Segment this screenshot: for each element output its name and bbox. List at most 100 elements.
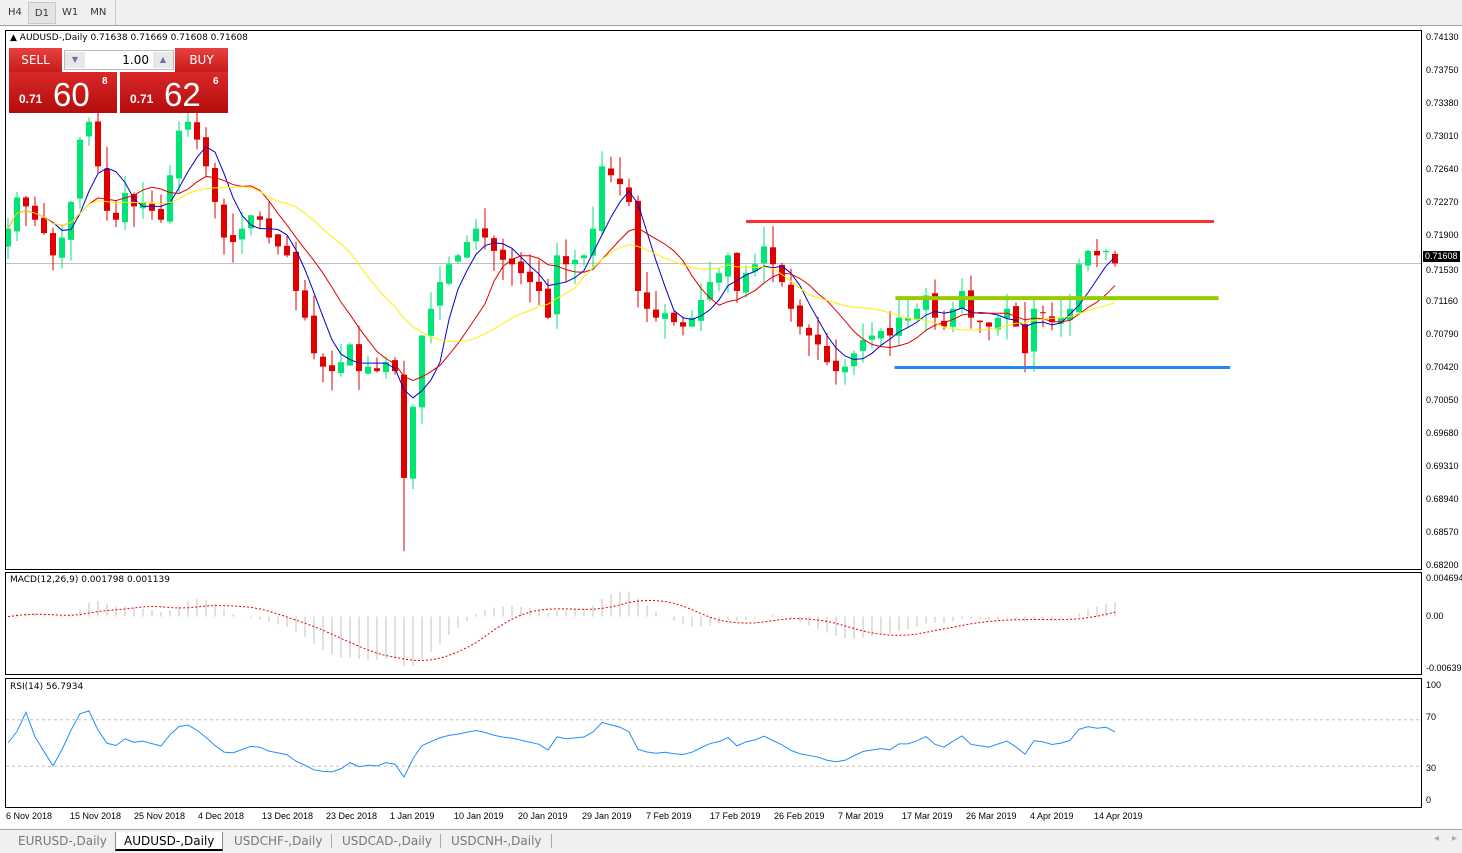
sell-price-fraction: 8 — [102, 76, 108, 87]
bearish-candle — [302, 290, 308, 318]
lot-size-stepper[interactable]: ▼ 1.00 ▲ — [64, 50, 174, 70]
bearish-candle — [374, 368, 380, 372]
macd-panel[interactable]: MACD(12,26,9) 0.001798 0.001139 — [5, 572, 1422, 675]
time-axis-label: 14 Apr 2019 — [1094, 811, 1143, 821]
bullish-candle — [383, 362, 389, 373]
timeframe-w1[interactable]: W1 — [61, 6, 79, 18]
chart-tabs: EURUSD-,Daily AUDUSD-,Daily USDCHF-,Dail… — [0, 829, 1462, 853]
bearish-candle — [518, 261, 524, 274]
time-axis-label: 7 Mar 2019 — [838, 811, 884, 821]
bullish-candle — [86, 121, 92, 137]
bearish-candle — [1049, 316, 1055, 323]
decrease-lot-icon[interactable]: ▼ — [65, 52, 85, 68]
timeframe-d1[interactable]: D1 — [27, 1, 56, 24]
collapse-triangle-icon[interactable]: ▲ — [10, 33, 17, 43]
timeframe-mn[interactable]: MN — [90, 6, 107, 18]
price-axis-label: 0.74130 — [1426, 32, 1459, 42]
price-axis-label: 0.69680 — [1426, 428, 1459, 438]
tab-eurusd[interactable]: EURUSD-,Daily — [18, 834, 107, 848]
price-axis-label: 0.71530 — [1426, 265, 1459, 275]
bearish-candle — [563, 256, 569, 265]
buy-price[interactable]: 0.71 62 6 — [120, 72, 228, 113]
bullish-candle — [878, 331, 884, 339]
tab-separator — [331, 834, 332, 848]
bullish-candle — [743, 273, 749, 293]
bearish-candle — [1040, 312, 1046, 314]
timeframe-h4[interactable]: H4 — [8, 6, 22, 18]
bullish-candle — [446, 264, 452, 284]
ma-mid-line — [7, 176, 1116, 382]
timeframe-toolbar: H4 D1 W1 MN — [0, 0, 1462, 26]
current-price-tag: 0.71608 — [1423, 251, 1460, 262]
bearish-candle — [797, 305, 803, 327]
chart-ohlc-label: AUDUSD-,Daily 0.71638 0.71669 0.71608 0.… — [19, 33, 248, 43]
scroll-left-icon[interactable]: ◂ — [1434, 833, 1440, 844]
bearish-candle — [536, 281, 542, 291]
bearish-candle — [608, 168, 614, 176]
bearish-candle — [131, 194, 137, 207]
rsi-label: RSI(14) 56.7934 — [10, 682, 84, 692]
bearish-candle — [617, 178, 623, 185]
bullish-candle — [365, 366, 371, 374]
bearish-candle — [968, 290, 974, 318]
rsi-axis-100: 100 — [1426, 680, 1442, 690]
tab-audusd[interactable]: AUDUSD-,Daily — [115, 832, 224, 851]
price-axis-label: 0.70050 — [1426, 395, 1459, 405]
time-axis-label: 7 Feb 2019 — [646, 811, 692, 821]
rsi-line — [7, 710, 1116, 779]
sell-button[interactable]: SELL — [9, 48, 62, 72]
bearish-candle — [401, 374, 407, 478]
bullish-candle — [752, 264, 758, 272]
time-axis-label: 23 Dec 2018 — [326, 811, 378, 821]
bullish-candle — [1031, 308, 1037, 352]
time-axis-label: 10 Jan 2019 — [454, 811, 504, 821]
time-axis-label: 20 Jan 2019 — [518, 811, 568, 821]
lot-size-input[interactable]: 1.00 — [122, 53, 149, 67]
bullish-candle — [1058, 317, 1064, 324]
bearish-candle — [815, 334, 821, 345]
time-axis-label: 13 Dec 2018 — [262, 811, 314, 821]
bullish-candle — [1103, 250, 1109, 253]
one-click-trading-panel: SELL ▼ 1.00 ▲ BUY 0.71 60 8 0.71 62 6 — [9, 48, 229, 113]
bullish-candle — [914, 308, 920, 320]
rsi-plot — [6, 710, 1421, 779]
tab-usdchf[interactable]: USDCHF-,Daily — [234, 834, 323, 848]
bearish-candle — [1112, 253, 1118, 264]
bullish-candle — [248, 215, 254, 229]
bearish-candle — [284, 245, 290, 256]
bearish-candle — [41, 217, 47, 234]
bullish-candle — [239, 228, 245, 240]
bullish-candle — [437, 282, 443, 306]
price-axis-label: 0.73750 — [1426, 65, 1459, 75]
bearish-candle — [113, 212, 119, 220]
bearish-candle — [275, 234, 281, 247]
bearish-candle — [257, 216, 263, 220]
rsi-panel[interactable]: RSI(14) 56.7934 — [5, 678, 1422, 808]
bullish-candle — [473, 228, 479, 242]
bullish-candle — [6, 228, 11, 247]
buy-button[interactable]: BUY — [175, 48, 228, 72]
time-axis-label: 4 Dec 2018 — [198, 811, 245, 821]
bearish-candle — [356, 344, 362, 372]
increase-lot-icon[interactable]: ▲ — [153, 52, 173, 68]
scroll-right-icon[interactable]: ▸ — [1452, 833, 1458, 844]
tab-usdcnh[interactable]: USDCNH-,Daily — [451, 834, 542, 848]
bullish-candle — [59, 237, 65, 258]
bearish-candle — [230, 235, 236, 243]
price-chart[interactable]: ▲ AUDUSD-,Daily 0.71638 0.71669 0.71608 … — [5, 30, 1422, 570]
bullish-candle — [455, 255, 461, 262]
tab-separator — [440, 834, 441, 848]
bearish-candle — [644, 292, 650, 309]
bearish-candle — [635, 200, 641, 291]
tab-usdcad[interactable]: USDCAD-,Daily — [342, 834, 432, 848]
bullish-candle — [761, 246, 767, 264]
bearish-candle — [932, 293, 938, 318]
price-axis-label: 0.68570 — [1426, 527, 1459, 537]
sell-price[interactable]: 0.71 60 8 — [9, 72, 117, 113]
price-axis-label: 0.72270 — [1426, 197, 1459, 207]
bearish-candle — [293, 251, 299, 291]
bullish-candle — [716, 273, 722, 283]
bullish-candle — [599, 166, 605, 232]
bullish-candle — [1076, 264, 1082, 313]
bullish-candle — [464, 242, 470, 258]
